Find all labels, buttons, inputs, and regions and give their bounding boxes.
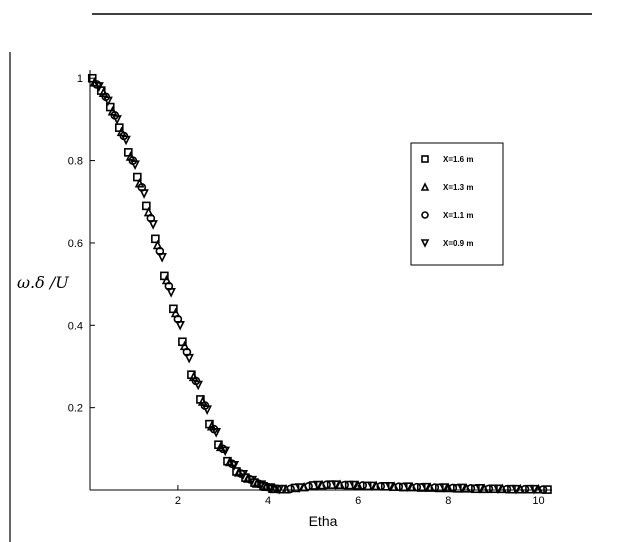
data-point-series-3 [466,484,476,493]
y-tick-label: 1 [77,73,83,85]
data-point-series-3 [448,483,458,493]
data-point-series-4 [366,481,377,492]
data-point-series-4 [130,160,140,170]
legend-items: X=1.6 m X=1.3 m X=1.1 m X=0.9 m [420,155,473,248]
data-point-series-3 [236,469,246,478]
data-point-series-3 [304,481,313,491]
data-point-series-3 [286,484,295,494]
data-point-series-4 [439,483,449,493]
data-point-series-4 [121,135,131,146]
data-point-series-4 [274,484,285,495]
data-point-series-3 [484,484,494,494]
x-tick-label: 8 [445,495,451,507]
legend-label-4: X=0.9 m [443,239,473,248]
data-point-series-3 [218,444,228,454]
data-point-series-4 [148,220,158,230]
data-point-series-3 [430,483,440,492]
data-point-series-4 [312,480,323,491]
x-tick-label: 10 [532,495,544,507]
data-point-series-3 [254,479,264,489]
data-point-series-4 [139,189,149,199]
data-point-series-1 [151,234,160,244]
data-point-series-3 [322,480,331,489]
legend-marker-2 [420,182,430,191]
data-point-series-3 [340,480,349,490]
data-point-series-3 [520,484,530,494]
data-point-series-4 [103,96,113,107]
legend-marker-1 [421,155,429,163]
legend-marker-3 [421,211,429,219]
data-point-series-3 [502,484,512,494]
data-point-series-1 [133,172,142,182]
data-point-series-3 [245,474,255,484]
data-point-series-4 [493,484,503,495]
data-point-series-4 [94,82,104,92]
data-point-series-4 [193,380,203,391]
legend-label-2: X=1.3 m [443,183,473,192]
data-point-series-4 [402,482,413,492]
data-point-series-3 [227,459,237,468]
ticks: 2 4 6 8 10 0.2 0.4 0.6 0.8 1 [68,73,545,507]
data-point-series-4 [529,484,539,495]
data-point-series-3 [412,482,422,492]
data-point-series-3 [394,482,404,492]
data-point-series-3 [376,481,386,491]
x-tick-label: 4 [265,495,271,507]
y-axis-label: ω.δ /U [17,273,69,292]
data-point-series-4 [511,484,521,495]
data-point-series-4 [475,484,485,494]
data-point-series-4 [202,405,212,415]
legend: X=1.6 m X=1.3 m X=1.1 m X=0.9 m [410,142,504,266]
data-point-series-4 [175,320,185,331]
data-point-series-4 [220,446,231,457]
data-point-series-4 [294,483,305,493]
y-tick-label: 0.8 [68,156,83,168]
data-point-series-4 [457,483,467,494]
data-point-series-4 [229,460,240,471]
data-point-series-3 [92,80,102,89]
data-point-series-4 [184,353,194,364]
data-point-series-4 [256,480,267,490]
data-point-series-3 [358,481,367,490]
x-tick-label: 2 [175,495,181,507]
legend-marker-4 [420,239,430,248]
data-point-series-4 [330,480,341,490]
y-tick-label: 0.4 [68,320,83,332]
data-point-series-4 [348,480,359,491]
x-axis-label: Etha [309,513,338,529]
data-point-series-4 [247,475,258,486]
data-point-series-1 [142,201,151,211]
y-tick-label: 0.2 [68,403,83,415]
data-point-series-4 [166,288,176,298]
data-point-series-4 [112,115,122,125]
data-point-series-4 [211,428,221,438]
data-point-series-4 [384,481,395,492]
y-tick-label: 0.6 [68,238,83,250]
data-point-series-1 [543,485,552,494]
legend-label-3: X=1.1 m [443,211,473,220]
data-point-series-4 [238,470,249,480]
legend-label-1: X=1.6 m [443,155,473,164]
x-tick-label: 6 [355,495,361,507]
data-point-series-4 [157,253,167,263]
data-point-series-4 [265,483,276,493]
data-point-series-4 [421,482,431,493]
data-point-series-3 [538,485,548,494]
plot-points [87,73,552,495]
